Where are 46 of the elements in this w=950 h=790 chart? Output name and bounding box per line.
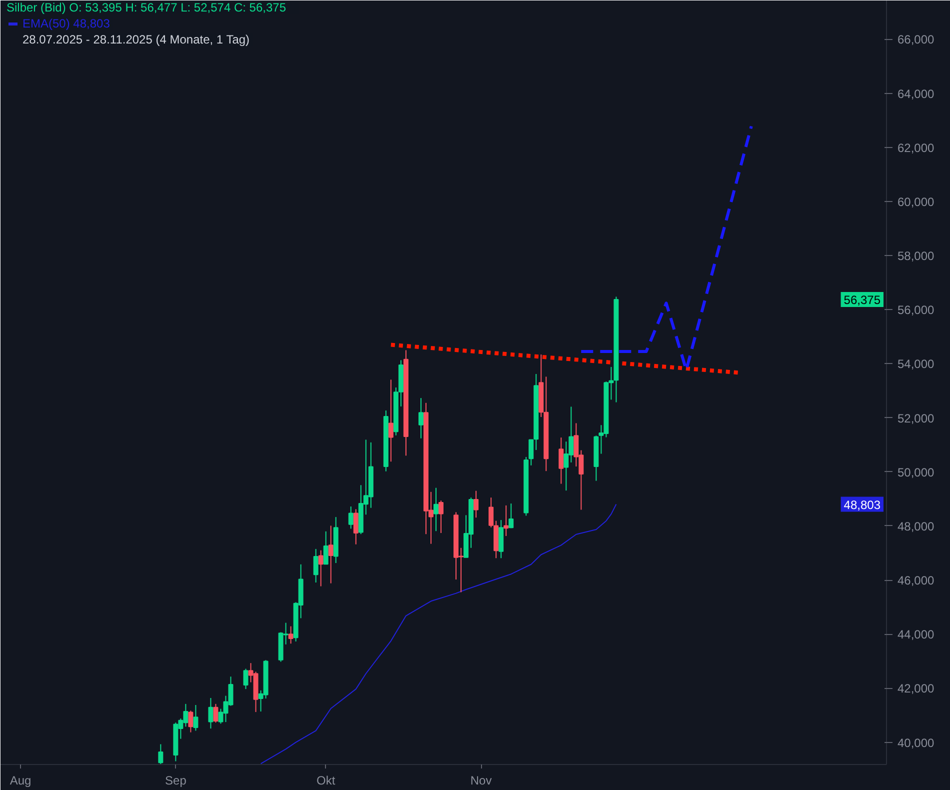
x-tick-label: Aug: [10, 774, 32, 788]
candlestick: [504, 504, 509, 536]
candlestick: [243, 668, 248, 690]
candlestick: [508, 503, 514, 529]
y-tick-label: 66,000: [898, 32, 935, 47]
chart-title: Silber (Bid) O: 53,395 H: 56,477 L: 52,574 C: 56,375: [6, 0, 286, 14]
y-tick-label: 44,000: [898, 628, 935, 642]
candlestick: [188, 710, 194, 733]
candlestick: [438, 500, 444, 534]
candlestick: [498, 520, 504, 559]
candlestick: [474, 490, 479, 518]
y-tick-label: 64,000: [898, 86, 935, 101]
candlestick: [433, 487, 438, 532]
candlestick: [348, 506, 354, 530]
candlestick: [418, 398, 424, 439]
candlestick: [208, 697, 214, 730]
y-tick-label: 40,000: [898, 736, 935, 750]
y-tick-label: 58,000: [898, 249, 935, 264]
x-tick-label: Nov: [470, 774, 492, 788]
candlestick: [323, 530, 328, 565]
annotation: 56,375: [844, 292, 881, 307]
text: 28.07.2025 - 28.11.2025 (4 Monate, 1 Tag): [22, 32, 250, 46]
line-series: [260, 504, 617, 764]
y-tick-label: 48,000: [898, 519, 935, 534]
candlestick: [318, 550, 324, 587]
candlestick: [558, 437, 564, 484]
y-tick-label: 62,000: [898, 140, 935, 155]
annotation: 48,803: [844, 498, 881, 512]
candlestick: [288, 626, 294, 644]
candlestick: [353, 508, 358, 545]
y-tick-label: 42,000: [898, 682, 935, 696]
legend-label: EMA(50) 48,803: [22, 16, 110, 30]
y-tick-label: 60,000: [898, 194, 935, 209]
candlestick: [388, 379, 394, 462]
candlestick: [213, 703, 218, 724]
y-tick-label: 52,000: [898, 411, 935, 426]
y-tick-label: 50,000: [898, 465, 935, 480]
x-tick-label: Okt: [316, 774, 336, 788]
y-tick-label: 54,000: [898, 357, 935, 372]
y-tick-label: 56,000: [898, 303, 935, 318]
x-tick-label: Sep: [165, 774, 187, 788]
y-tick-label: 46,000: [898, 574, 935, 588]
candlestick: [158, 744, 164, 764]
candlestick: [193, 704, 198, 732]
candlestick: [313, 548, 318, 583]
candlestick: [328, 525, 334, 584]
